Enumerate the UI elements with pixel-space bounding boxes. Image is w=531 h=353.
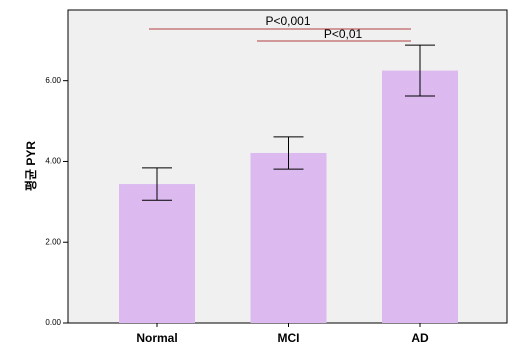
- bar: [250, 152, 327, 323]
- y-tick-label: 0.00: [45, 318, 61, 327]
- x-tick-label: AD: [411, 331, 429, 345]
- y-tick-label: 4.00: [45, 157, 61, 166]
- y-tick-label: 2.00: [45, 237, 61, 246]
- y-tick-label: 6.00: [45, 76, 61, 85]
- y-axis-label: 평균 PYR: [24, 141, 38, 191]
- x-tick-label: MCI: [278, 331, 300, 345]
- bar: [382, 70, 458, 323]
- annotation: P<0,001: [265, 14, 310, 28]
- x-tick-label: Normal: [136, 331, 177, 345]
- annotation: P<0,01: [324, 27, 363, 41]
- bar: [119, 184, 195, 323]
